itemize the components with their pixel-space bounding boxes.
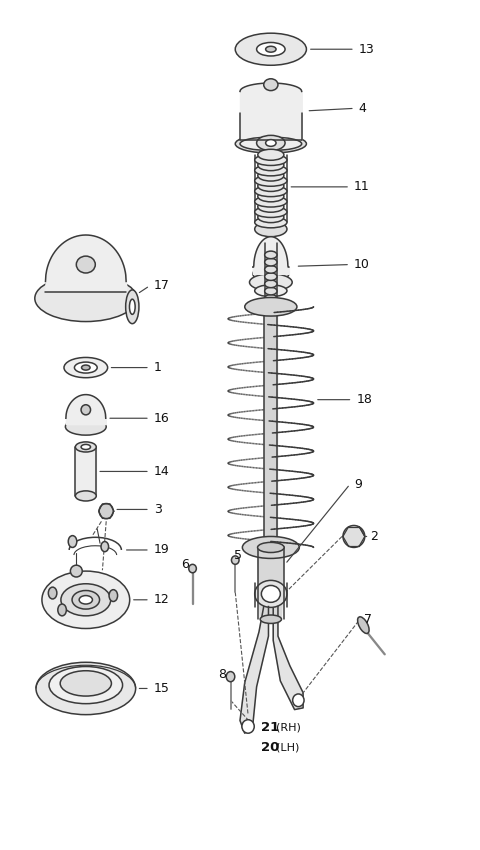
Ellipse shape [242, 536, 300, 558]
Ellipse shape [75, 442, 96, 452]
Ellipse shape [82, 365, 90, 370]
Text: (LH): (LH) [276, 743, 299, 752]
Ellipse shape [231, 556, 239, 564]
Text: 16: 16 [154, 411, 169, 425]
Text: 8: 8 [218, 667, 227, 681]
Ellipse shape [255, 185, 287, 196]
Text: 2: 2 [371, 530, 378, 543]
Ellipse shape [240, 137, 301, 150]
Text: 12: 12 [154, 593, 169, 606]
Ellipse shape [235, 134, 306, 153]
Ellipse shape [126, 290, 139, 324]
Ellipse shape [343, 525, 365, 547]
Text: 3: 3 [154, 503, 162, 516]
Ellipse shape [255, 581, 287, 608]
Polygon shape [258, 547, 284, 619]
Ellipse shape [71, 565, 82, 577]
Ellipse shape [60, 671, 111, 696]
Ellipse shape [264, 295, 277, 302]
Ellipse shape [255, 285, 287, 297]
Text: 18: 18 [356, 394, 372, 406]
Ellipse shape [101, 541, 108, 552]
Ellipse shape [35, 275, 137, 321]
Text: (RH): (RH) [276, 722, 300, 733]
Ellipse shape [74, 362, 97, 373]
Ellipse shape [250, 274, 292, 291]
Ellipse shape [68, 536, 77, 547]
Text: 20: 20 [261, 741, 280, 754]
Ellipse shape [255, 217, 287, 228]
Ellipse shape [72, 591, 99, 609]
Text: 21: 21 [261, 721, 279, 734]
Ellipse shape [258, 160, 284, 171]
Ellipse shape [242, 720, 254, 734]
Ellipse shape [253, 266, 289, 281]
Ellipse shape [235, 33, 306, 65]
Ellipse shape [293, 694, 304, 706]
Ellipse shape [42, 571, 130, 628]
Ellipse shape [255, 175, 287, 186]
Ellipse shape [76, 256, 96, 273]
Ellipse shape [258, 170, 284, 181]
Text: 5: 5 [234, 549, 241, 563]
Ellipse shape [264, 287, 277, 295]
Polygon shape [75, 447, 96, 496]
Text: 14: 14 [154, 465, 169, 478]
Ellipse shape [264, 265, 277, 273]
Polygon shape [273, 607, 303, 710]
Ellipse shape [109, 590, 118, 602]
Ellipse shape [265, 46, 276, 52]
Text: 1: 1 [154, 361, 162, 374]
Ellipse shape [75, 490, 96, 501]
Ellipse shape [48, 587, 57, 599]
Text: 9: 9 [354, 478, 362, 490]
Text: 13: 13 [359, 42, 374, 56]
Text: 6: 6 [181, 558, 190, 571]
Text: 19: 19 [154, 543, 169, 557]
Ellipse shape [257, 135, 285, 150]
Ellipse shape [81, 445, 91, 450]
Ellipse shape [264, 79, 278, 91]
Ellipse shape [61, 584, 111, 616]
Ellipse shape [255, 207, 287, 218]
Ellipse shape [264, 251, 277, 258]
Ellipse shape [255, 165, 287, 176]
Ellipse shape [258, 180, 284, 191]
Ellipse shape [226, 672, 235, 682]
Ellipse shape [258, 150, 284, 161]
Ellipse shape [358, 617, 369, 633]
Ellipse shape [49, 666, 122, 704]
Text: 10: 10 [354, 258, 370, 271]
Polygon shape [240, 607, 268, 734]
Ellipse shape [258, 212, 284, 223]
Ellipse shape [65, 418, 106, 435]
Ellipse shape [264, 280, 277, 287]
Ellipse shape [264, 273, 277, 281]
Ellipse shape [130, 299, 135, 314]
Ellipse shape [64, 358, 108, 377]
Ellipse shape [255, 196, 287, 207]
Ellipse shape [189, 564, 196, 573]
Ellipse shape [261, 586, 280, 603]
Ellipse shape [258, 191, 284, 201]
Ellipse shape [265, 139, 276, 146]
Ellipse shape [245, 298, 297, 316]
Ellipse shape [58, 604, 66, 616]
Text: 4: 4 [359, 102, 367, 115]
Ellipse shape [99, 503, 113, 518]
Ellipse shape [81, 405, 91, 415]
Ellipse shape [258, 542, 284, 552]
Text: 7: 7 [364, 613, 372, 626]
Ellipse shape [79, 596, 93, 604]
Text: 17: 17 [154, 279, 169, 292]
Ellipse shape [260, 615, 281, 623]
Text: 15: 15 [154, 682, 169, 695]
Ellipse shape [264, 258, 277, 266]
Text: 11: 11 [354, 180, 370, 193]
Ellipse shape [257, 42, 285, 56]
Ellipse shape [36, 662, 136, 715]
Ellipse shape [258, 201, 284, 212]
Ellipse shape [255, 155, 287, 166]
Ellipse shape [255, 222, 287, 236]
